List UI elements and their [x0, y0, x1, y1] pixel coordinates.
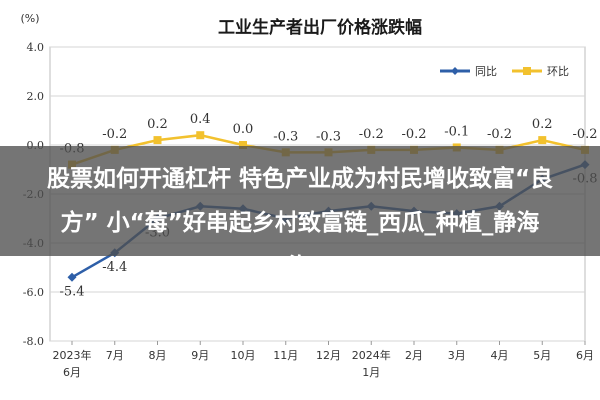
data-label-mom: 0.2 — [532, 117, 553, 132]
x-tick-label: 5月 — [533, 349, 551, 362]
y-tick-label: 2.0 — [27, 90, 45, 103]
data-point-mom — [239, 141, 247, 149]
x-tick-label: 10月 — [231, 349, 256, 362]
legend-label-mom: 环比 — [547, 65, 569, 78]
data-point-mom — [196, 131, 205, 140]
data-label-mom: -0.2 — [572, 127, 597, 142]
data-label-mom: -0.3 — [316, 129, 341, 144]
data-label-mom: 0.0 — [233, 122, 254, 137]
chart-title: 工业生产者出厂价格涨跌幅 — [218, 17, 422, 38]
banner-line-3: 海 — [0, 245, 600, 256]
data-label-mom: -0.2 — [102, 127, 127, 142]
legend-label-yoy: 同比 — [475, 65, 497, 78]
data-label-mom: -0.2 — [401, 127, 426, 142]
y-tick-label: -8.0 — [23, 335, 44, 348]
x-tick-label: 3月 — [448, 349, 466, 362]
x-tick-label: 9月 — [191, 349, 209, 362]
x-tick-label: 6月 — [63, 366, 81, 379]
x-tick-label: 4月 — [491, 349, 509, 362]
x-tick-label: 2月 — [405, 349, 423, 362]
data-label-mom: -0.2 — [359, 127, 384, 142]
y-axis-unit: (%) — [20, 12, 39, 25]
x-tick-label: 6月 — [576, 349, 594, 362]
banner-line-2: 方” 小“莓”好串起乡村致富链_西瓜_种植_静海 — [60, 210, 540, 236]
overlay-banner[interactable]: 股票如何开通杠杆 特色产业成为村民增收致富“良 方” 小“莓”好串起乡村致富链_… — [0, 146, 600, 256]
data-point-mom — [153, 136, 162, 145]
x-tick-label: 1月 — [362, 366, 380, 379]
data-label-mom: -0.1 — [444, 124, 469, 139]
x-tick-label: 7月 — [106, 349, 124, 362]
data-point-yoy — [67, 272, 77, 282]
legend-marker-yoy — [451, 67, 459, 75]
data-point-mom — [538, 136, 547, 145]
x-tick-label: 2023年 — [53, 348, 92, 362]
data-label-mom: -0.2 — [487, 127, 512, 142]
x-tick-label: 11月 — [273, 349, 298, 362]
y-tick-label: -6.0 — [23, 286, 44, 299]
banner-line-1: 股票如何开通杠杆 特色产业成为村民增收致富“良 — [46, 166, 554, 192]
data-label-mom: 0.4 — [190, 112, 211, 127]
x-tick-label: 12月 — [316, 349, 341, 362]
data-label-yoy: -5.4 — [59, 284, 84, 299]
x-tick-label: 8月 — [149, 349, 167, 362]
data-label-mom: -0.3 — [273, 129, 298, 144]
legend-marker-mom — [523, 67, 531, 75]
x-tick-label: 2024年 — [352, 348, 391, 362]
data-label-yoy: -4.4 — [102, 260, 127, 275]
y-tick-label: 4.0 — [27, 41, 45, 54]
data-label-mom: 0.2 — [147, 117, 168, 132]
